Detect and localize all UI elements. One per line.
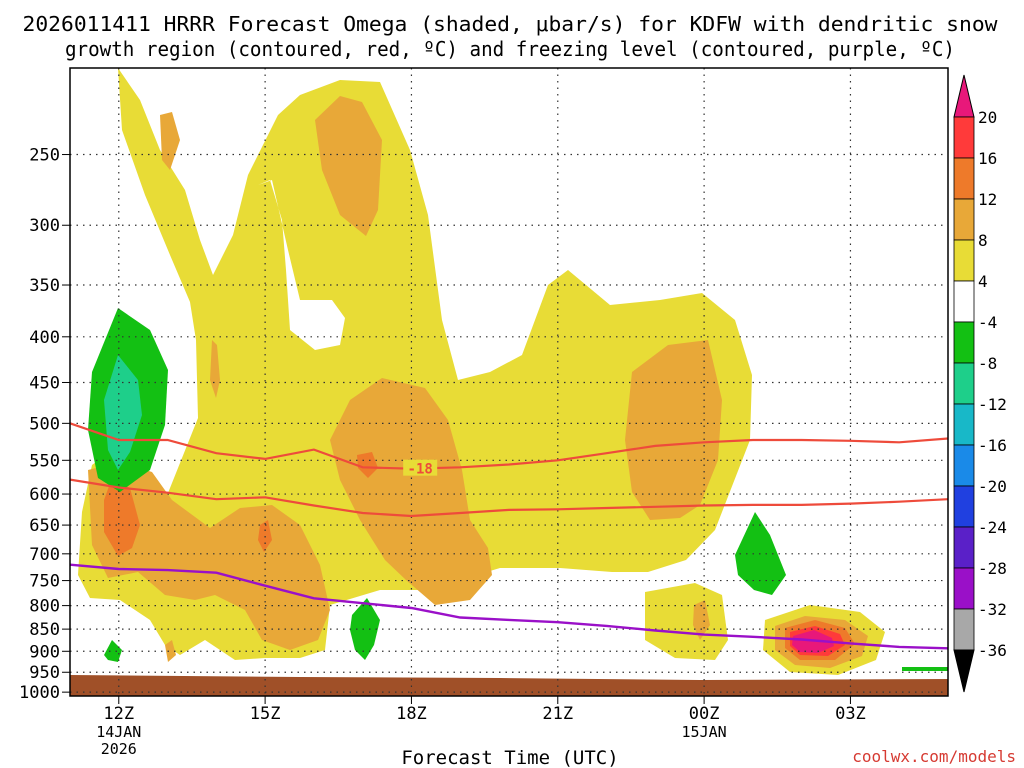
contour-label-background xyxy=(403,459,438,476)
contour-lines: -18 xyxy=(70,422,948,650)
moderate-ascent-low-left xyxy=(88,462,330,650)
colorbar-swatch--16 xyxy=(953,444,975,487)
moderate-ascent-small-850 xyxy=(693,600,710,640)
pressure-label-350: 350 xyxy=(29,276,60,296)
colorbar-swatch-4 xyxy=(953,280,975,323)
pressure-label-850: 850 xyxy=(29,620,60,640)
colorbar-label-16: 16 xyxy=(978,149,997,168)
descent-region-850-950 xyxy=(350,598,380,660)
colorbar-swatch--12 xyxy=(953,403,975,446)
freezing-level-line xyxy=(70,563,948,650)
colorbar-label-8: 8 xyxy=(978,231,988,250)
chart-title-line-2: growth region (contoured, red, ºC) and f… xyxy=(65,37,955,61)
colorbar-swatch--4 xyxy=(953,321,975,364)
moderate-ascent-right-column xyxy=(625,340,722,520)
date-label-15JAN: 15JAN xyxy=(682,723,727,741)
moderate-ascent-small-upper xyxy=(160,112,180,170)
upward-motion-region-850-950 xyxy=(645,583,728,660)
colorbar-swatch-16 xyxy=(953,157,975,200)
pressure-label-900: 900 xyxy=(29,642,60,662)
colorbar-label--12: -12 xyxy=(978,395,1007,414)
colorbar-swatch-12 xyxy=(953,198,975,241)
moderate-ascent-upper xyxy=(315,96,382,236)
pressure-label-950: 950 xyxy=(29,663,60,683)
chart-title-line-1: 2026011411 HRRR Forecast Omega (shaded, … xyxy=(23,12,999,36)
colorbar-swatch--32 xyxy=(953,608,975,651)
colorbar-bottom-arrow xyxy=(953,649,975,693)
colorbar-label--20: -20 xyxy=(978,477,1007,496)
pressure-label-650: 650 xyxy=(29,516,60,536)
colorbar: 20 16 12 8 4 -4 -8 -12 -16 -20 -24 -28 -32 -36 xyxy=(953,74,1007,693)
colorbar-label--4: -4 xyxy=(978,313,997,332)
dendritic-contour-lower xyxy=(70,478,948,518)
strong-ascent-low-left xyxy=(104,478,140,556)
quiescent-gap-upper xyxy=(258,180,345,350)
terrain-ground-fill xyxy=(70,675,948,696)
pressure-label-400: 400 xyxy=(29,328,60,348)
colorbar-top-arrow xyxy=(953,74,975,118)
year-label-2026: 2026 xyxy=(101,740,137,758)
colorbar-swatch--8 xyxy=(953,362,975,405)
colorbar-label--24: -24 xyxy=(978,518,1007,537)
x-axis-title: Forecast Time (UTC) xyxy=(401,747,618,768)
descent-region-925 xyxy=(104,640,122,662)
colorbar-label--8: -8 xyxy=(978,354,997,373)
time-label-15Z: 15Z xyxy=(250,704,281,724)
pressure-label-450: 450 xyxy=(29,373,60,393)
plot-area: -18 xyxy=(70,68,948,696)
pressure-label-500: 500 xyxy=(29,414,60,434)
pressure-label-300: 300 xyxy=(29,216,60,236)
contour-label-minus-18: -18 xyxy=(408,462,433,478)
date-label-14JAN: 14JAN xyxy=(96,723,141,741)
strong-ascent-spot-550 xyxy=(357,452,378,478)
moderate-ascent-sliver xyxy=(210,340,220,398)
colorbar-label--28: -28 xyxy=(978,559,1007,578)
colorbar-swatch--28 xyxy=(953,567,975,610)
colorbar-label-12: 12 xyxy=(978,190,997,209)
descent-streak-970 xyxy=(902,667,948,671)
credit-link[interactable]: coolwx.com/models xyxy=(852,747,1016,766)
y-axis-pressure-labels: 2503003504004505005506006507007508008509… xyxy=(19,146,70,703)
pressure-label-750: 750 xyxy=(29,572,60,592)
colorbar-label--16: -16 xyxy=(978,436,1007,455)
time-label-18Z: 18Z xyxy=(396,704,427,724)
pressure-label-800: 800 xyxy=(29,597,60,617)
time-label-12Z: 12Z xyxy=(103,704,134,724)
pressure-label-550: 550 xyxy=(29,451,60,471)
time-label-00Z: 00Z xyxy=(689,704,720,724)
colorbar-swatch-20 xyxy=(953,116,975,159)
pressure-label-1000: 1000 xyxy=(19,683,60,703)
time-label-21Z: 21Z xyxy=(542,704,573,724)
strong-descent-core xyxy=(104,355,142,470)
colorbar-label-4: 4 xyxy=(978,272,988,291)
colorbar-swatch--24 xyxy=(953,526,975,569)
pressure-label-600: 600 xyxy=(29,485,60,505)
dendritic-contour-upper xyxy=(70,422,948,470)
moderate-ascent-dot-950 xyxy=(165,640,176,662)
pressure-label-700: 700 xyxy=(29,545,60,565)
colorbar-swatch--20 xyxy=(953,485,975,528)
colorbar-label--36: -36 xyxy=(978,641,1007,660)
colorbar-label-20: 20 xyxy=(978,108,997,127)
pressure-time-gridlines xyxy=(70,68,948,696)
time-label-03Z: 03Z xyxy=(835,704,866,724)
colorbar-label--32: -32 xyxy=(978,600,1007,619)
colorbar-swatch-8 xyxy=(953,239,975,282)
pressure-label-250: 250 xyxy=(29,146,60,166)
